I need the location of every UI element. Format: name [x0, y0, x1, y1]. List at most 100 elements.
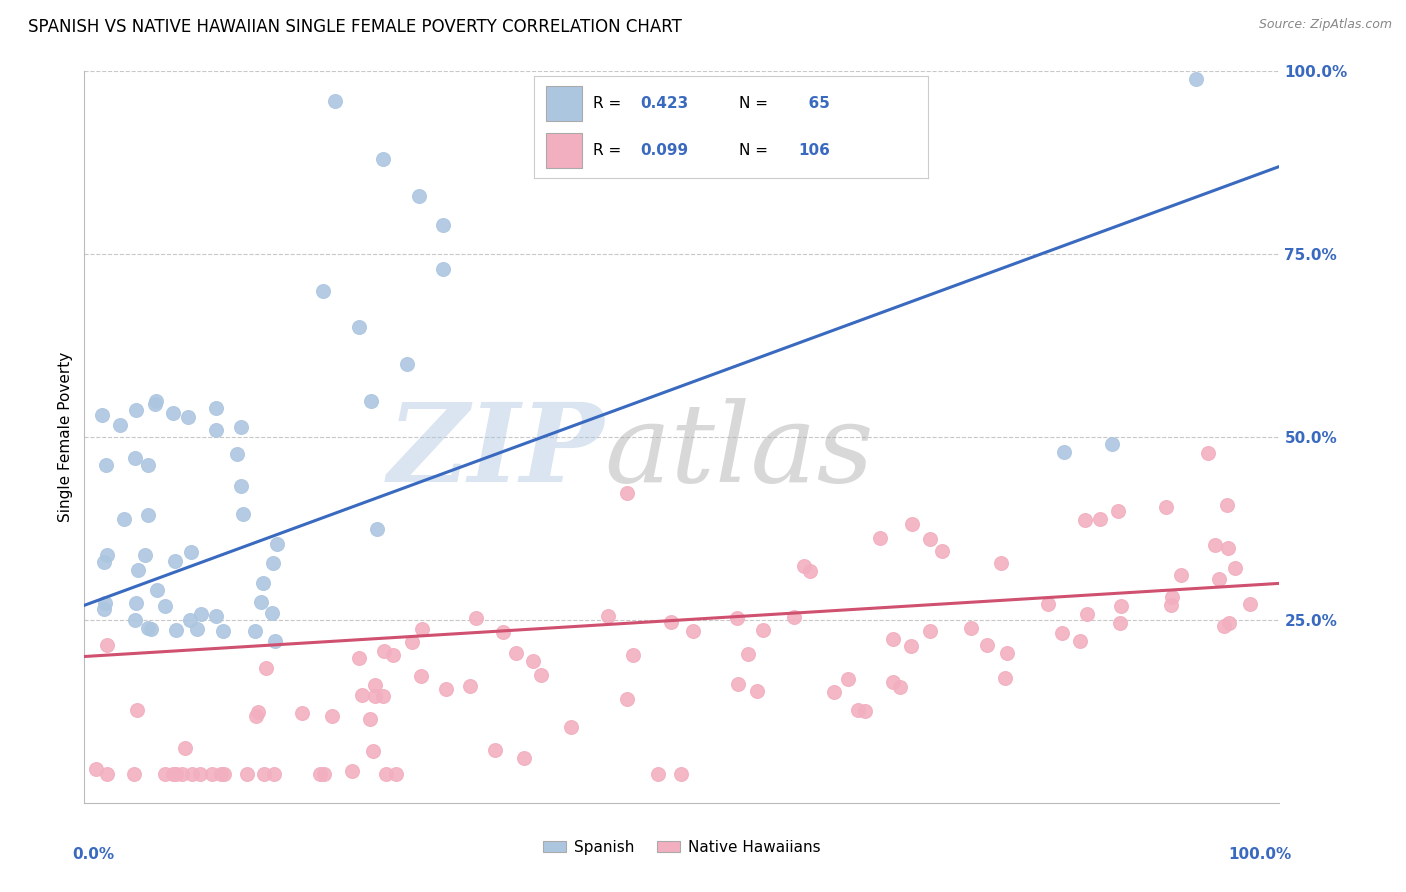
Point [1218, 616, 1240, 631]
Point [411, 622, 433, 636]
Point [837, 672, 859, 686]
Point [312, 766, 335, 780]
Point [381, 648, 404, 662]
Point [174, 740, 197, 755]
Point [522, 654, 544, 668]
Point [214, 766, 236, 780]
Text: 100.0%: 100.0% [1229, 847, 1292, 862]
Point [1050, 625, 1073, 640]
Point [93, 602, 115, 616]
Point [325, 94, 347, 108]
Point [647, 766, 669, 780]
Point [598, 609, 620, 624]
Point [205, 609, 228, 624]
Point [291, 706, 314, 720]
Text: N =: N = [740, 96, 773, 111]
Point [745, 683, 768, 698]
Point [1160, 599, 1182, 613]
Point [408, 188, 430, 202]
Text: R =: R = [593, 96, 627, 111]
Point [231, 420, 253, 434]
Point [266, 537, 288, 551]
Point [669, 766, 692, 780]
Point [110, 417, 132, 432]
Point [153, 766, 176, 780]
Point [621, 648, 644, 662]
Point [869, 531, 891, 545]
Point [432, 218, 454, 232]
Point [162, 406, 184, 420]
Point [793, 558, 815, 573]
Point [134, 549, 156, 563]
Point [204, 423, 226, 437]
Point [264, 633, 287, 648]
Point [434, 681, 457, 696]
Point [385, 766, 408, 780]
Point [373, 644, 395, 658]
Point [737, 647, 759, 661]
Point [86, 762, 108, 776]
Point [994, 671, 1017, 685]
Point [165, 624, 187, 638]
Point [312, 284, 335, 298]
Point [659, 615, 682, 629]
Point [1101, 437, 1123, 451]
Point [96, 766, 118, 780]
Point [165, 766, 187, 780]
FancyBboxPatch shape [546, 133, 582, 168]
Point [1076, 607, 1098, 621]
Point [1053, 444, 1076, 458]
Point [1088, 512, 1111, 526]
Point [181, 766, 204, 780]
Point [205, 401, 228, 416]
Point [94, 458, 117, 473]
Point [889, 680, 911, 694]
Point [209, 766, 232, 780]
Point [252, 575, 274, 590]
Point [846, 703, 869, 717]
Point [249, 595, 271, 609]
Point [138, 508, 160, 523]
Point [1197, 446, 1219, 460]
Text: N =: N = [740, 144, 773, 158]
Y-axis label: Single Female Poverty: Single Female Poverty [58, 352, 73, 522]
Point [236, 766, 259, 780]
Point [122, 766, 145, 780]
Point [136, 458, 159, 472]
Point [1161, 591, 1184, 605]
Point [799, 564, 821, 578]
Point [363, 677, 385, 691]
Point [359, 712, 381, 726]
Point [371, 689, 394, 703]
Point [340, 764, 363, 779]
Point [727, 676, 749, 690]
Point [94, 596, 117, 610]
Text: atlas: atlas [605, 398, 875, 506]
Point [349, 320, 371, 334]
Point [245, 709, 267, 723]
Point [96, 548, 118, 562]
Point [162, 766, 184, 780]
Point [153, 599, 176, 613]
Point [366, 521, 388, 535]
Point [853, 704, 876, 718]
Point [262, 556, 284, 570]
Point [201, 766, 224, 780]
Point [484, 743, 506, 757]
Point [823, 685, 845, 699]
Point [959, 622, 981, 636]
Point [529, 667, 551, 681]
Point [124, 613, 146, 627]
Point [1107, 504, 1129, 518]
Point [262, 606, 284, 620]
Point [920, 624, 942, 639]
Point [882, 675, 904, 690]
Point [361, 744, 384, 758]
Point [409, 669, 432, 683]
Point [229, 479, 252, 493]
Text: 106: 106 [799, 144, 830, 158]
Point [1154, 500, 1177, 514]
Point [1038, 597, 1060, 611]
Point [127, 563, 149, 577]
Point [1109, 599, 1132, 613]
